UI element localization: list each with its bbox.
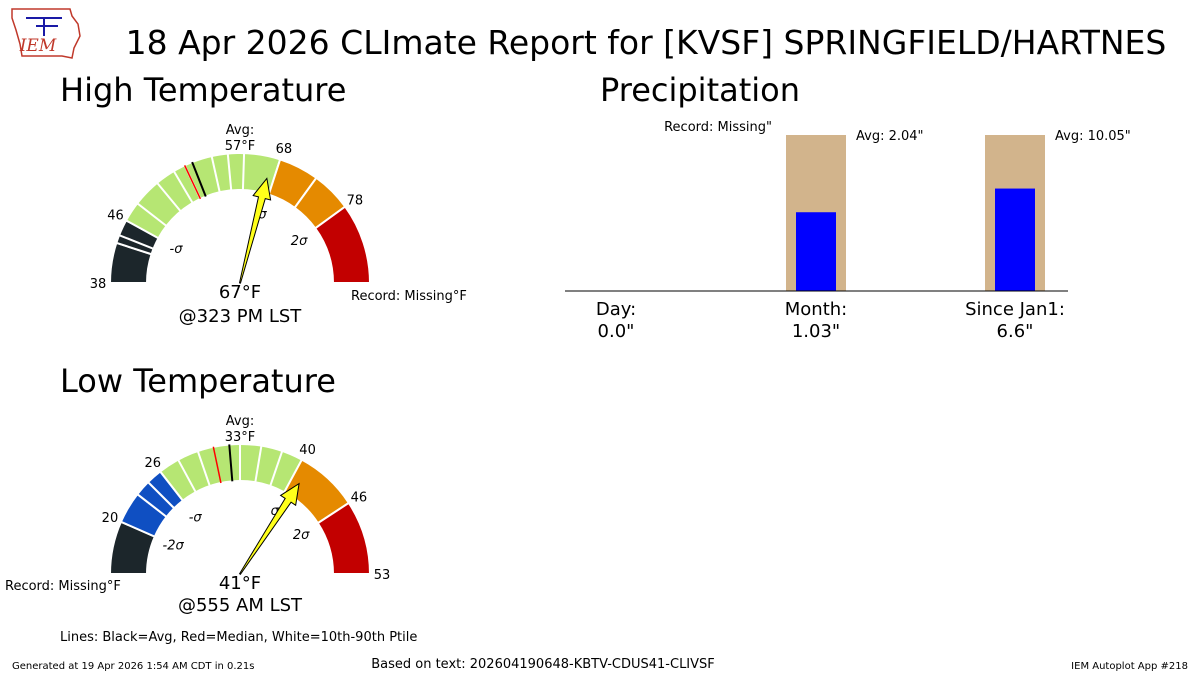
high-percentile-line-6 [226,153,233,191]
precip-average-label-0: Record: Missing" [664,120,772,135]
high-percentile-line-2 [156,182,182,212]
high-avg-value-label: 57°F [225,139,256,154]
high-sigma-label-2: 2σ [291,234,308,249]
weather-instrument-icon [26,17,62,36]
precip-average-label-1: Avg: 2.04" [856,129,924,144]
high-percentile-line-7 [241,153,246,191]
low-gauge-segment-6 [316,501,372,575]
legend-note: Lines: Black=Avg, Red=Median, White=10th… [60,630,417,645]
precip-observed-bar-2 [995,188,1035,291]
high-observed-label: 67°F [219,282,261,303]
high-record-label: Record: Missing°F [351,289,467,304]
precip-value-label-2: 6.6" [997,321,1034,342]
high-sigma-label-0: -σ [170,242,184,257]
low-record-label: Record: Missing°F [5,579,121,594]
precip-value-label-1: 1.03" [792,321,840,342]
report-title: 18 Apr 2026 CLImate Report for [KVSF] SP… [126,23,1167,62]
high-tick-label-2: 68 [276,142,293,157]
high-percentile-line-0 [118,234,154,250]
iem-logo: IEM [11,8,81,59]
low-average-line [228,444,234,482]
high-observed-arrow [238,177,272,284]
low-median-line [212,446,222,484]
precipitation-title: Precipitation [600,71,800,109]
low-sigma-label-3: 2σ [293,528,310,543]
low-percentile-line-3 [254,445,263,483]
low-tick-label-3: 46 [351,490,368,505]
high-tick-label-3: 78 [347,194,364,209]
logo-text: IEM [19,36,57,56]
low-tick-label-4: 53 [374,568,391,583]
low-observed-arrow [238,482,300,575]
low-tick-label-1: 26 [145,456,162,471]
precip-average-label-2: Avg: 10.05" [1055,129,1131,144]
precip-value-label-0: 0.0" [598,321,635,342]
low-observed-label: 41°F [219,573,261,594]
low-sigma-label-0: -2σ [163,539,185,554]
high-sigma-label-1: σ [258,208,267,223]
precip-category-label-0: Day: [596,299,636,320]
precip-category-label-1: Month: [785,299,847,320]
high-tick-label-1: 46 [107,209,124,224]
precip-observed-bar-1 [796,212,836,291]
footer-app: IEM Autoplot App #218 [1071,661,1188,672]
precip-category-label-2: Since Jan1: [965,299,1065,320]
high-percentile-line-5 [210,155,221,193]
footer-based-on: Based on text: 202604190648-KBTV-CDUS41-… [371,657,715,672]
low-sigma-label-2: σ [271,504,280,519]
high-avg-label: Avg: [226,123,254,138]
low-percentile-line-4 [269,450,284,487]
high-percentile-line-3 [172,170,194,204]
low-sigma-label-1: -σ [189,510,203,525]
high-gauge-segment-5 [313,205,372,284]
precipitation-panel: Precipitation Record: Missing" Day:0.0" Av… [565,71,1131,342]
low-avg-label: Avg: [226,414,254,429]
low-percentile-line-1 [196,450,211,487]
footer-generated: Generated at 19 Apr 2026 1:54 AM CDT in … [12,661,255,672]
low-time-label: @555 AM LST [178,595,303,616]
iowa-state-outline-icon [11,8,81,59]
low-tick-label-2: 40 [299,443,316,458]
high-temperature-title: High Temperature [60,71,346,109]
low-avg-value-label: 33°F [225,430,256,445]
high-temperature-panel: High Temperature 38 46 68 78 -σ σ 2σ Avg: 57°F… [60,71,467,327]
high-tick-label-0: 38 [90,277,107,292]
high-median-line [183,165,202,200]
high-percentile-line-1 [136,202,168,227]
high-average-line [191,161,207,197]
high-time-label: @323 PM LST [179,306,303,327]
low-tick-label-0: 20 [102,511,119,526]
low-temperature-title: Low Temperature [60,362,336,400]
low-percentile-line-0 [177,459,197,493]
